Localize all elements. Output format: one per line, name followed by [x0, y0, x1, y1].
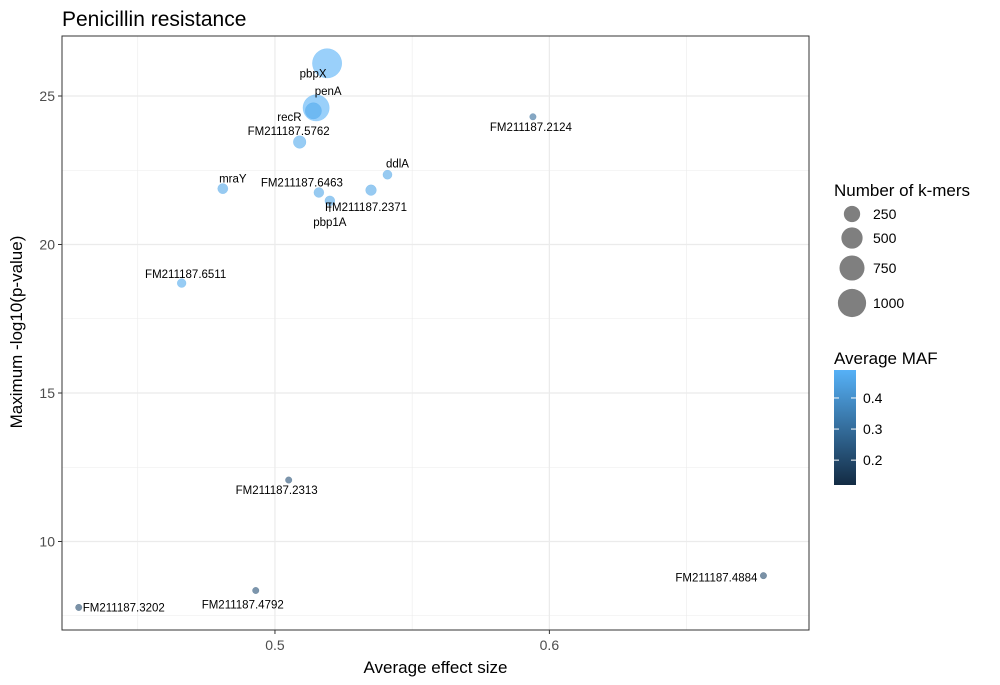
y-tick-label: 10	[39, 533, 55, 549]
point-label: FM211187.2313	[236, 485, 318, 497]
color-legend-label: 0.2	[863, 452, 883, 468]
size-legend-label: 750	[873, 260, 897, 276]
data-point	[75, 603, 83, 611]
color-legend: Average MAF 0.2 0.3 0.4	[834, 349, 938, 485]
data-point	[285, 476, 293, 484]
data-point	[382, 169, 393, 180]
y-tick-label: 25	[39, 88, 55, 104]
data-point	[293, 135, 307, 149]
point-label: FM211187.3202	[83, 602, 165, 614]
data-points	[75, 48, 767, 611]
panel-background	[62, 36, 809, 630]
point-labels: pbpX penA recR FM211187.2124 FM211187.5762 dd…	[83, 68, 758, 614]
point-label: ddlA	[386, 159, 409, 171]
color-legend-title: Average MAF	[834, 349, 938, 368]
point-label: pbp1A	[313, 217, 347, 229]
x-tick-label: 0.5	[265, 637, 285, 653]
panel-border	[61, 35, 810, 631]
data-point	[252, 586, 260, 595]
size-legend-label: 500	[873, 230, 897, 246]
point-label: mraY	[219, 174, 247, 186]
size-legend: Number of k-mers 250 500 750 1000	[834, 181, 970, 318]
data-point	[304, 102, 322, 120]
y-tick-label: 20	[39, 236, 55, 252]
x-axis-title: Average effect size	[364, 658, 508, 677]
axes: 0.5 0.6 10 15 20 25	[39, 35, 810, 653]
data-point	[313, 187, 325, 198]
data-point	[759, 572, 767, 580]
point-label: FM211187.6463	[261, 178, 343, 190]
point-label: FM211187.6511	[145, 269, 226, 281]
size-legend-key	[841, 227, 863, 249]
data-point	[176, 278, 187, 288]
point-label: pbpX	[300, 68, 327, 80]
x-tick-label: 0.6	[540, 637, 560, 653]
size-legend-key	[839, 255, 865, 281]
size-legend-key	[843, 205, 861, 223]
y-tick-label: 15	[39, 385, 55, 401]
point-label: FM211187.4884	[675, 573, 758, 585]
point-label: penA	[315, 86, 342, 98]
color-legend-label: 0.3	[863, 421, 883, 437]
size-legend-title: Number of k-mers	[834, 181, 970, 200]
plot-panel	[62, 36, 809, 630]
chart-title: Penicillin resistance	[62, 8, 246, 31]
data-point	[529, 113, 537, 121]
point-label: FM211187.4792	[202, 599, 284, 611]
size-legend-label: 1000	[873, 295, 904, 311]
data-point	[312, 48, 343, 79]
point-label: FM211187.5762	[248, 126, 330, 138]
color-legend-label: 0.4	[863, 390, 883, 406]
data-point	[217, 183, 229, 195]
data-point	[365, 184, 377, 196]
point-label: FM211187.2371	[325, 202, 407, 214]
size-legend-label: 250	[873, 206, 897, 222]
color-legend-bar	[834, 370, 856, 485]
point-label: FM211187.2124	[490, 122, 573, 134]
y-axis-title: Maximum -log10(p-value)	[7, 236, 26, 429]
size-legend-key	[837, 288, 867, 318]
point-label: recR	[277, 112, 301, 124]
